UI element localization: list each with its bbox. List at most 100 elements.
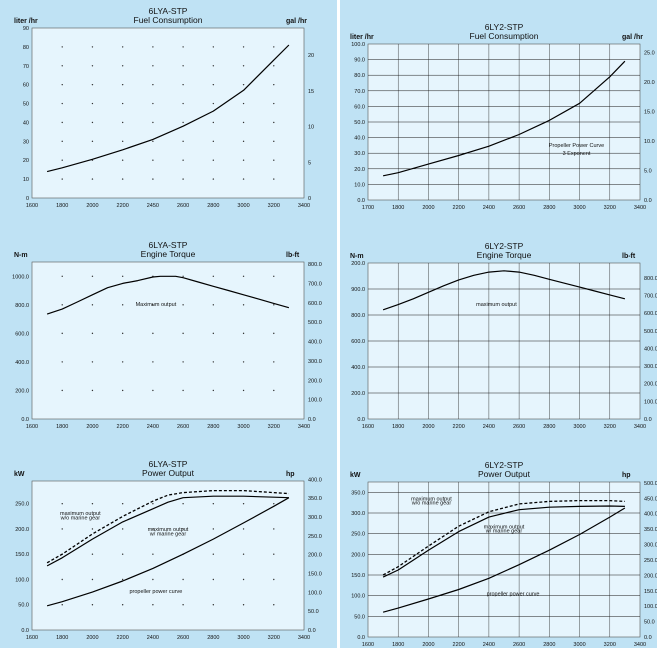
y-tick-label: 800.0	[15, 303, 29, 309]
x-tick-label: 3000	[237, 203, 249, 209]
chart-title: 6LYA-STP	[149, 240, 188, 250]
y-tick-label: 0.0	[357, 635, 365, 641]
chart-annotation: maximum output	[148, 527, 189, 533]
x-tick-label: 3400	[634, 424, 646, 430]
x-tick-label: 3000	[573, 642, 585, 648]
x-tick-label: 2400	[483, 424, 495, 430]
y-axis-unit-label: N-m	[350, 253, 364, 260]
chart-annotation: maximum output	[411, 497, 452, 503]
y2-tick-label: 500.0	[308, 320, 322, 326]
y2-tick-label: 200.0	[308, 378, 322, 384]
x-tick-label: 2200	[117, 203, 129, 209]
y-tick-label: 60.0	[354, 104, 365, 110]
y2-tick-label: 500.0	[644, 481, 657, 487]
x-tick-label: 3400	[298, 424, 310, 430]
y2-tick-label: 25.0	[644, 50, 655, 56]
y-tick-label: 250.0	[15, 502, 29, 508]
grid	[368, 44, 640, 200]
y2-tick-label: 100.0	[644, 604, 657, 610]
y-tick-label: 50.0	[18, 603, 29, 609]
x-tick-label: 2600	[513, 424, 525, 430]
y-tick-label: 0.0	[21, 628, 29, 634]
x-tick-label: 2800	[543, 642, 555, 648]
y-tick-label: 100.0	[15, 577, 29, 583]
y-tick-label: 350.0	[351, 490, 365, 496]
x-tick-label: 2800	[207, 424, 219, 430]
x-tick-label: 3400	[634, 205, 646, 211]
y2-tick-label: 200.0	[644, 382, 657, 388]
grid	[368, 482, 640, 637]
x-tick-label: 2800	[543, 205, 555, 211]
x-tick-label: 3400	[634, 642, 646, 648]
chart-annotation: propeller power curve	[129, 589, 182, 595]
x-tick-label: 2200	[453, 205, 465, 211]
plot-area	[31, 27, 305, 199]
series-line-1	[382, 270, 626, 311]
chart-subtitle: Fuel Consumption	[134, 15, 203, 25]
y2-tick-label: 0.0	[644, 198, 652, 204]
y2-axis-unit-label: hp	[286, 471, 295, 478]
y-tick-label: 400.0	[15, 360, 29, 366]
y2-tick-label: 10	[308, 125, 314, 131]
y2-tick-label: 0.0	[644, 417, 652, 423]
y2-tick-label: 700.0	[644, 294, 657, 300]
y2-tick-label: 350.0	[308, 496, 322, 502]
y-tick-label: 600.0	[351, 339, 365, 345]
y2-tick-label: 350.0	[644, 527, 657, 533]
y2-tick-label: 400.0	[308, 477, 322, 483]
x-tick-label: 3000	[237, 424, 249, 430]
x-tick-label: 2200	[453, 642, 465, 648]
x-tick-label: 2600	[513, 642, 525, 648]
x-tick-label: 3200	[604, 424, 616, 430]
x-tick-label: 1800	[56, 635, 68, 641]
y-tick-label: 200.0	[15, 527, 29, 533]
series-line-1	[46, 489, 289, 564]
y-tick-label: 0.0	[357, 417, 365, 423]
x-tick-label: 2450	[147, 203, 159, 209]
plot-area	[31, 480, 305, 631]
x-tick-label: 1800	[56, 203, 68, 209]
x-tick-label: 1600	[362, 642, 374, 648]
y2-tick-label: 700.0	[308, 282, 322, 288]
y-tick-label: 40.0	[354, 136, 365, 142]
chart-annotation: Propeller Power Curve	[549, 143, 604, 149]
y-tick-label: 90	[23, 26, 29, 32]
x-tick-label: 2200	[117, 424, 129, 430]
y-tick-label: 200.0	[15, 388, 29, 394]
chart-annotation: propeller power curve	[487, 592, 540, 598]
y2-tick-label: 15	[308, 89, 314, 95]
series-line-1	[46, 275, 290, 315]
chart-subtitle: Engine Torque	[477, 250, 532, 260]
y-tick-label: 30.0	[354, 151, 365, 157]
x-tick-label: 2000	[86, 635, 98, 641]
chart-annotation: w/o marine gear	[60, 515, 101, 521]
y-tick-label: 100.0	[351, 42, 365, 48]
series-line-3	[46, 497, 290, 607]
chart-title: 6LY2-STP	[485, 460, 524, 470]
y2-axis-unit-label: hp	[622, 472, 631, 479]
y2-tick-label: 250.0	[308, 534, 322, 540]
y-tick-label: 20.0	[354, 167, 365, 173]
y-tick-label: 50.0	[354, 614, 365, 620]
y2-tick-label: 400.0	[308, 340, 322, 346]
chart-annotation: Maximum output	[136, 302, 177, 308]
x-tick-label: 3000	[573, 205, 585, 211]
x-tick-label: 3200	[604, 205, 616, 211]
x-tick-label: 1600	[26, 635, 38, 641]
grid	[368, 263, 640, 419]
y2-tick-label: 250.0	[644, 558, 657, 564]
x-tick-label: 3000	[573, 424, 585, 430]
y-tick-label: 150.0	[351, 573, 365, 579]
y2-tick-label: 800.0	[308, 262, 322, 268]
y-tick-label: 0.0	[21, 417, 29, 423]
y-tick-label: 30	[23, 139, 29, 145]
y2-tick-label: 450.0	[644, 496, 657, 502]
y2-tick-label: 20.0	[644, 80, 655, 86]
series-line-1	[382, 499, 625, 576]
x-tick-label: 3200	[268, 424, 280, 430]
x-tick-label: 2000	[86, 424, 98, 430]
y-tick-label: 40	[23, 120, 29, 126]
